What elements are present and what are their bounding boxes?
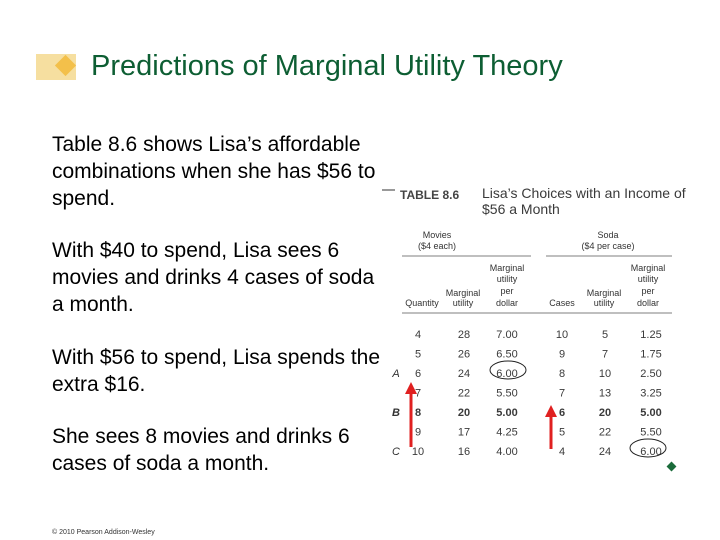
slide-title: Predictions of Marginal Utility Theory	[91, 50, 563, 82]
cell-soda-mu: 13	[599, 388, 611, 400]
cell-soda-mu: 22	[599, 427, 611, 439]
paragraph-4: She sees 8 movies and drinks 6 cases of …	[52, 425, 350, 475]
cell-movie-mupd: 6.00	[496, 368, 517, 380]
soda-group-header: Soda	[597, 230, 618, 240]
slide-marker-diamond-icon	[666, 461, 677, 472]
arrow-soda-head	[545, 405, 557, 417]
col-soda-mu: Marginal utility	[587, 288, 622, 308]
cell-cases: 7	[559, 388, 565, 400]
cell-movie-mu: 17	[458, 427, 470, 439]
col-quantity: Quantity	[405, 298, 439, 308]
cell-movie-mu: 24	[458, 368, 470, 380]
cell-quantity: 6	[415, 368, 421, 380]
cell-movie-mu: 26	[458, 349, 470, 361]
table-label: TABLE 8.6	[400, 188, 459, 202]
table-caption-line2: $56 a Month	[482, 201, 560, 217]
paragraph-1: Table 8.6 shows Lisa’s affordable combin…	[52, 133, 376, 210]
soda-price: ($4 per case)	[581, 241, 634, 251]
cell-movie-mupd: 4.25	[496, 427, 517, 439]
cell-soda-mupd: 5.00	[640, 407, 661, 419]
cell-soda-mu: 7	[602, 349, 608, 361]
cell-movie-mupd: 5.00	[496, 407, 517, 419]
movies-group-header: Movies	[423, 230, 452, 240]
cell-quantity: 4	[415, 329, 421, 341]
cell-soda-mu: 10	[599, 368, 611, 380]
circle-movies-6	[489, 360, 527, 380]
paragraph-3: With $56 to spend, Lisa spends the extra…	[52, 346, 381, 396]
cell-cases: 10	[556, 329, 568, 341]
cell-soda-mu: 5	[602, 329, 608, 341]
cell-soda-mupd: 2.50	[640, 368, 661, 380]
cell-quantity: 10	[412, 446, 424, 458]
movies-price: ($4 each)	[418, 241, 456, 251]
cell-soda-mupd: 1.25	[640, 329, 661, 341]
cell-quantity: 8	[415, 407, 421, 419]
cell-movie-mu: 16	[458, 446, 470, 458]
col-cases: Cases	[549, 298, 575, 308]
cell-cases: 4	[559, 446, 565, 458]
cell-quantity: 5	[415, 349, 421, 361]
circle-soda-6	[629, 438, 667, 458]
col-movie-mupd: Marginal utility per dollar	[490, 263, 525, 308]
cell-cases: 8	[559, 368, 565, 380]
cell-movie-mupd: 4.00	[496, 446, 517, 458]
cell-movie-mupd: 5.50	[496, 388, 517, 400]
paragraph-2: With $40 to spend, Lisa sees 6 movies an…	[52, 239, 375, 316]
cell-soda-mu: 24	[599, 446, 611, 458]
cell-cases: 9	[559, 349, 565, 361]
row-label-a: A	[391, 368, 399, 380]
table-body: 4 28 7.00 10 5 1.25 5 26 6.50 9 7 1.75 A 6 24 6.00 8 10 2.…	[391, 329, 661, 458]
copyright-footer: © 2010 Pearson Addison-Wesley	[52, 529, 155, 536]
col-soda-mupd: Marginal utility per dollar	[631, 263, 666, 308]
cell-cases: 6	[559, 407, 565, 419]
cell-movie-mu: 22	[458, 388, 470, 400]
cell-soda-mupd: 6.00	[640, 446, 661, 458]
cell-soda-mu: 20	[599, 407, 611, 419]
cell-movie-mu: 20	[458, 407, 470, 419]
cell-movie-mu: 28	[458, 329, 470, 341]
row-label-c: C	[392, 446, 400, 458]
cell-quantity: 7	[415, 388, 421, 400]
cell-movie-mupd: 7.00	[496, 329, 517, 341]
cell-soda-mupd: 5.50	[640, 427, 661, 439]
arrow-movies-head	[405, 382, 417, 394]
table-caption-line1: Lisa’s Choices with an Income of	[482, 185, 686, 201]
cell-soda-mupd: 3.25	[640, 388, 661, 400]
cell-cases: 5	[559, 427, 565, 439]
row-label-b: B	[392, 407, 400, 419]
cell-soda-mupd: 1.75	[640, 349, 661, 361]
cell-quantity: 9	[415, 427, 421, 439]
col-movie-mu: Marginal utility	[446, 288, 481, 308]
cell-movie-mupd: 6.50	[496, 349, 517, 361]
